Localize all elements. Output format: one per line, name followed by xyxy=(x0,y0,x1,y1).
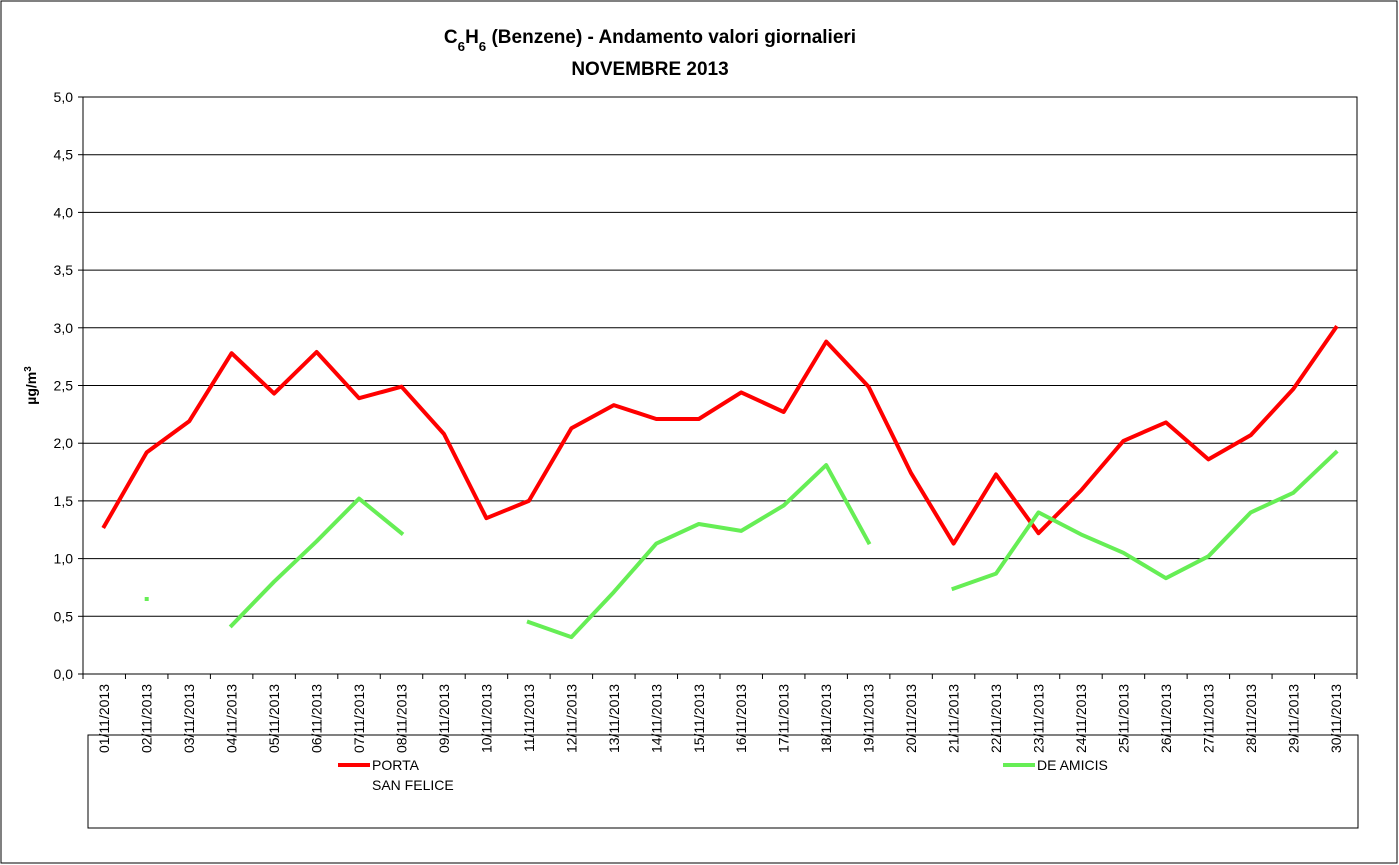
x-tick-label: 27/11/2013 xyxy=(1200,684,1216,753)
x-tick-label: 22/11/2013 xyxy=(988,684,1004,753)
x-tick-label: 14/11/2013 xyxy=(648,684,664,753)
x-tick-label: 29/11/2013 xyxy=(1285,684,1301,753)
legend-box xyxy=(87,734,1359,829)
x-tick-label: 05/11/2013 xyxy=(266,684,282,753)
x-tick-label: 08/11/2013 xyxy=(394,684,410,753)
y-tick-label: 4,0 xyxy=(54,204,74,220)
x-tick-label: 03/11/2013 xyxy=(181,684,197,753)
x-tick-label: 18/11/2013 xyxy=(818,684,834,753)
x-tick-label: 07/11/2013 xyxy=(351,684,367,753)
x-tick-label: 25/11/2013 xyxy=(1115,684,1131,753)
x-tick-label: 20/11/2013 xyxy=(903,684,919,753)
x-tick-label: 28/11/2013 xyxy=(1243,684,1259,753)
x-tick-label: 23/11/2013 xyxy=(1031,684,1047,753)
x-tick-label: 17/11/2013 xyxy=(776,684,792,753)
legend-label: PORTA SAN FELICE xyxy=(372,757,454,793)
x-tick-label: 02/11/2013 xyxy=(139,684,155,753)
y-tick-label: 3,5 xyxy=(54,262,74,278)
legend-label: DE AMICIS xyxy=(1037,757,1108,773)
x-tick-label: 01/11/2013 xyxy=(96,684,112,753)
x-tick-label: 13/11/2013 xyxy=(606,684,622,753)
y-tick-label: 0,0 xyxy=(54,666,74,682)
x-tick-label: 04/11/2013 xyxy=(224,684,240,753)
chart-subtitle: NOVEMBRE 2013 xyxy=(571,59,728,80)
x-tick-label: 26/11/2013 xyxy=(1158,684,1174,753)
x-tick-label: 11/11/2013 xyxy=(521,684,537,752)
x-tick-label: 19/11/2013 xyxy=(861,684,877,753)
x-tick-label: 15/11/2013 xyxy=(691,684,707,753)
data-line xyxy=(101,325,1339,546)
x-tick-label: 30/11/2013 xyxy=(1328,684,1344,753)
x-tick-label: 09/11/2013 xyxy=(436,684,452,753)
data-line xyxy=(144,449,1339,640)
y-tick-label: 2,5 xyxy=(54,378,74,394)
x-tick-label: 24/11/2013 xyxy=(1073,684,1089,753)
y-tick-label: 1,5 xyxy=(54,493,74,509)
x-tick-label: 06/11/2013 xyxy=(309,684,325,753)
y-axis-label: µg/m3 xyxy=(23,366,40,405)
y-tick-label: 1,0 xyxy=(54,551,74,567)
y-tick-label: 2,0 xyxy=(54,435,74,451)
x-tick-label: 16/11/2013 xyxy=(733,684,749,753)
y-tick-label: 5,0 xyxy=(54,89,74,105)
x-tick-label: 12/11/2013 xyxy=(563,684,579,753)
y-tick-label: 0,5 xyxy=(54,608,74,624)
x-tick-label: 10/11/2013 xyxy=(478,684,494,753)
y-tick-label: 3,0 xyxy=(54,320,74,336)
y-tick-label: 4,5 xyxy=(54,147,74,163)
x-tick-label: 21/11/2013 xyxy=(946,684,962,753)
